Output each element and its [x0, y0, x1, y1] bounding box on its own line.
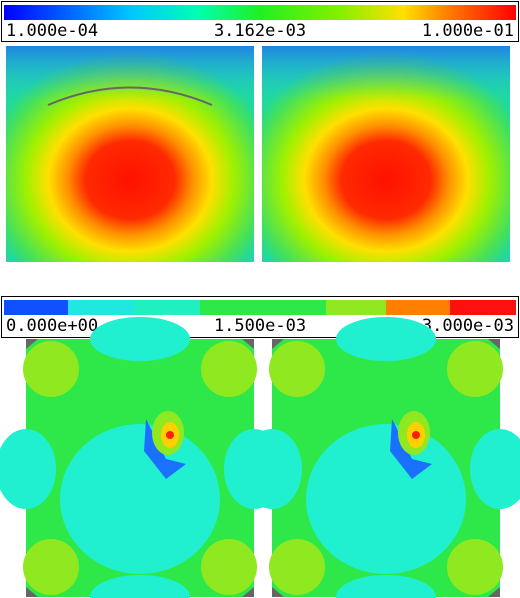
outline	[47, 86, 213, 106]
colorbar-label: 3.000e-03	[422, 316, 514, 336]
colorbar-label: 0.000e+00	[6, 316, 98, 336]
field-plot	[262, 46, 510, 262]
colorbar	[4, 300, 516, 315]
field-plot	[242, 317, 520, 598]
field-plot	[0, 317, 284, 598]
colorbar-label: 1.000e-04	[6, 21, 98, 41]
colorbar	[4, 5, 516, 20]
colorbar-label: 1.500e-03	[214, 316, 306, 336]
colorbar-label: 1.000e-01	[422, 21, 514, 41]
colorbar-label: 3.162e-03	[214, 21, 306, 41]
field-plot	[6, 46, 254, 262]
